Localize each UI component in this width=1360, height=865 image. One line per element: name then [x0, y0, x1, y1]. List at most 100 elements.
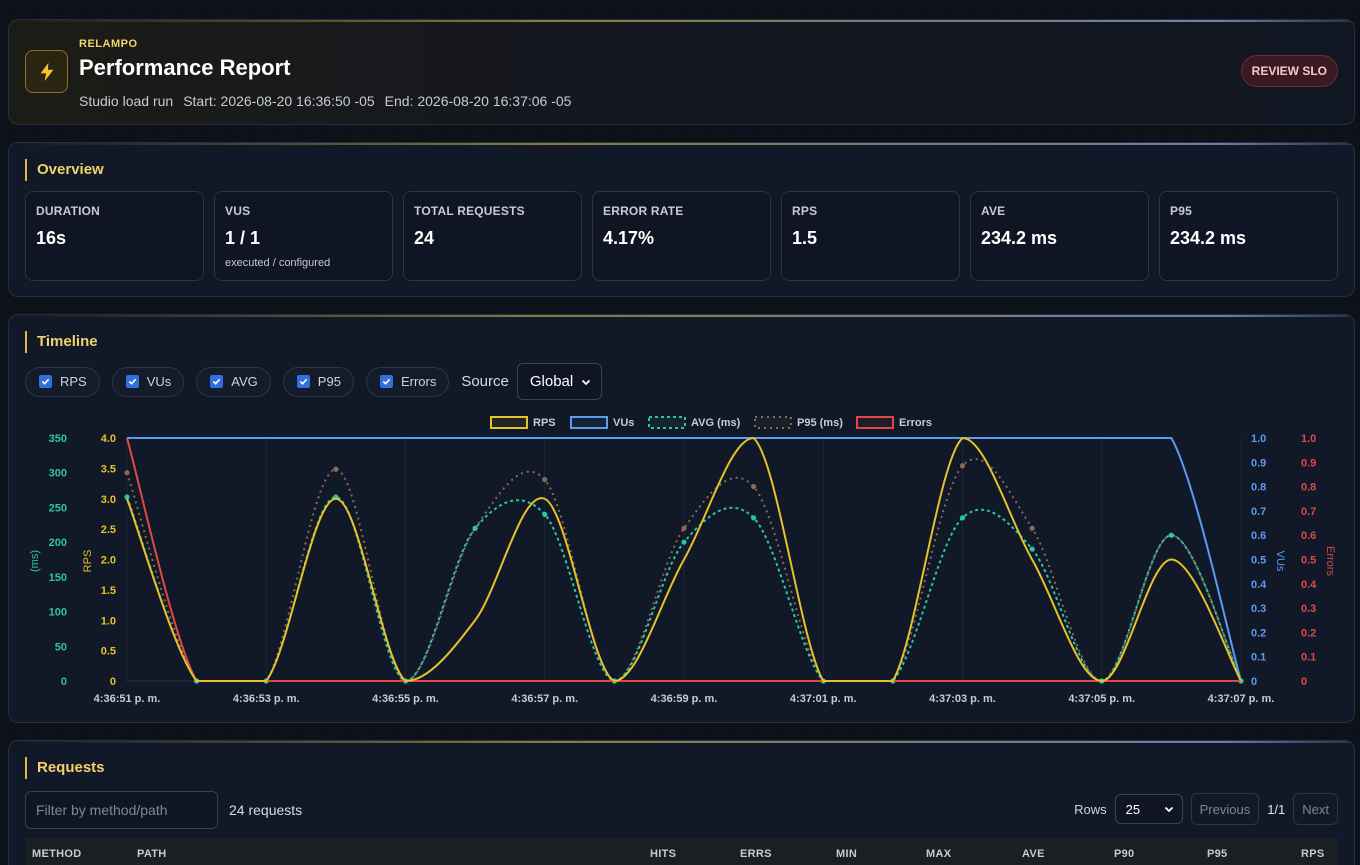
next-button[interactable]: Next: [1293, 793, 1338, 825]
legend-swatch: [490, 416, 528, 429]
data-point-avg-ms: [542, 511, 548, 517]
x-tick-label: 4:37:03 p. m.: [929, 693, 996, 705]
column-header[interactable]: PATH: [137, 848, 167, 860]
ms-axis-title: (ms): [29, 550, 41, 572]
source-select[interactable]: Global: [516, 363, 603, 400]
errors-tick-label: 0.7: [1301, 506, 1316, 518]
page-indicator: 1/1: [1267, 801, 1286, 817]
card-label: TOTAL REQUESTS: [414, 204, 525, 218]
errors-axis-title: Errors: [1324, 546, 1336, 576]
ms-tick-label: 250: [49, 502, 67, 514]
toggle-rps[interactable]: RPS: [25, 366, 100, 397]
toggle-label: AVG: [231, 374, 258, 389]
previous-button[interactable]: Previous: [1190, 793, 1260, 825]
column-header[interactable]: MAX: [926, 848, 952, 860]
column-header[interactable]: HITS: [650, 848, 677, 860]
vus-axis-title: VUs: [1274, 551, 1286, 572]
source-label: Source: [461, 373, 509, 390]
errors-tick-label: 0.5: [1301, 555, 1316, 567]
rows-value: 25: [1125, 801, 1141, 817]
data-point-avg-ms: [1168, 532, 1174, 538]
card-rps: RPS 1.5: [781, 191, 960, 281]
ms-tick-label: 150: [49, 572, 67, 584]
run-end: End: 2026-08-20 16:37:06 -05: [384, 93, 572, 109]
rows-label: Rows: [1074, 801, 1107, 817]
filter-input[interactable]: Filter by method/path: [25, 791, 218, 829]
source-value: Global: [529, 373, 574, 390]
vus-tick-label: 0.7: [1251, 506, 1266, 518]
column-header[interactable]: P95: [1207, 848, 1228, 860]
card-value: 234.2 ms: [1170, 228, 1247, 248]
checkbox-checked-icon[interactable]: [125, 375, 139, 388]
review-slo-button[interactable]: REVIEW SLO: [1240, 55, 1338, 87]
vus-tick-label: 0.3: [1251, 603, 1266, 615]
x-tick-label: 4:36:55 p. m.: [372, 693, 439, 705]
legend-label: VUs: [613, 417, 634, 429]
card-sub: executed / configured: [225, 257, 331, 269]
errors-tick-label: 1.0: [1301, 433, 1316, 445]
data-point-p95-ms: [751, 484, 757, 490]
rps-tick-label: 2.0: [101, 555, 116, 567]
lightning-icon: [40, 62, 53, 81]
run-start: Start: 2026-08-20 16:36:50 -05: [183, 93, 375, 109]
legend-label: Errors: [899, 417, 932, 429]
data-point-p95-ms: [124, 470, 130, 476]
rps-tick-label: 0.5: [101, 646, 116, 658]
errors-tick-label: 0.1: [1301, 652, 1316, 664]
toggle-vus[interactable]: VUs: [111, 366, 185, 397]
card-label: RPS: [792, 204, 818, 218]
rps-tick-label: 2.5: [101, 524, 116, 536]
card-label: AVE: [981, 204, 1006, 218]
x-tick-label: 4:36:53 p. m.: [233, 693, 300, 705]
column-header[interactable]: P90: [1114, 848, 1135, 860]
rps-tick-label: 1.5: [101, 585, 116, 597]
card-value: 24: [414, 228, 435, 248]
checkbox-checked-icon[interactable]: [296, 375, 310, 388]
data-point-avg-ms: [472, 525, 478, 531]
ms-tick-label: 0: [61, 676, 67, 688]
errors-tick-label: 0.2: [1301, 627, 1316, 639]
checkbox-checked-icon[interactable]: [210, 375, 224, 388]
toggle-label: P95: [317, 374, 341, 389]
series-line-errors: [126, 437, 1241, 682]
legend-label: P95 (ms): [797, 417, 843, 429]
card-vus: VUS 1 / 1 executed / configured: [214, 191, 393, 281]
errors-tick-label: 0: [1301, 676, 1307, 688]
data-point-avg-ms: [681, 539, 687, 545]
x-tick-label: 4:36:51 p. m.: [94, 693, 161, 705]
overview-cards: DURATION 16s VUS 1 / 1 executed / config…: [25, 191, 1338, 281]
ms-tick-label: 50: [55, 641, 67, 653]
card-label: ERROR RATE: [603, 204, 684, 218]
ms-tick-label: 200: [49, 537, 67, 549]
rps-tick-label: 3.5: [101, 463, 116, 475]
errors-tick-label: 0.6: [1301, 530, 1316, 542]
card-value: 1.5: [792, 228, 818, 248]
overview-title: Overview: [25, 159, 104, 181]
toggle-avg[interactable]: AVG: [196, 366, 271, 397]
series-line-p95-ms: [126, 458, 1242, 683]
toggle-label: Errors: [400, 374, 437, 389]
data-point-avg-ms: [751, 515, 757, 521]
card-value: 234.2 ms: [981, 228, 1058, 248]
vus-tick-label: 0: [1251, 676, 1257, 688]
column-header[interactable]: ERRS: [740, 848, 772, 860]
column-header[interactable]: AVE: [1022, 848, 1045, 860]
brand-name: RELAMPO: [79, 38, 138, 50]
toggle-p95[interactable]: P95: [282, 366, 354, 397]
column-header[interactable]: RPS: [1301, 848, 1325, 860]
rows-select[interactable]: 25: [1114, 794, 1183, 824]
data-point-p95-ms: [542, 477, 548, 483]
chevron-down-icon: [1164, 806, 1173, 813]
timeline-chart: 4:36:51 p. m. 4:36:53 p. m. 4:36:55 p. m. 4…: [29, 416, 1336, 705]
vus-tick-label: 0.9: [1251, 457, 1266, 469]
checkbox-checked-icon[interactable]: [379, 375, 393, 388]
column-header[interactable]: MIN: [836, 848, 858, 860]
card-p95: P95 234.2 ms: [1159, 191, 1338, 281]
requests-table-header: METHOD PATH HITS ERRS MIN MAX AVE P90 P9…: [25, 838, 1338, 865]
data-point-p95-ms: [333, 466, 339, 472]
toggle-errors[interactable]: Errors: [365, 366, 450, 397]
checkbox-checked-icon[interactable]: [39, 375, 52, 388]
column-header[interactable]: METHOD: [32, 848, 82, 860]
legend-swatch: [856, 416, 894, 429]
rps-tick-label: 1.0: [101, 615, 116, 627]
